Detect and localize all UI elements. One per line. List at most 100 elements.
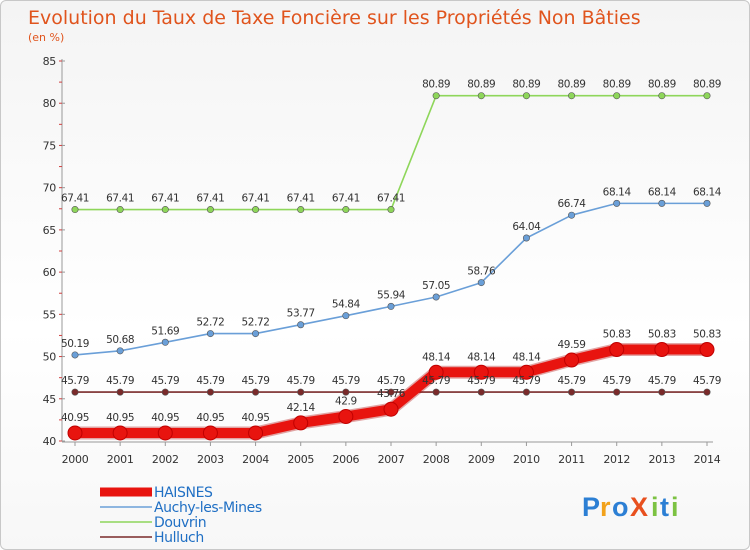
data-label: 45.79 (512, 375, 540, 387)
data-label: 40.95 (196, 412, 224, 424)
data-label: 45.79 (332, 375, 360, 387)
data-point (703, 92, 711, 100)
data-point (477, 279, 485, 287)
logo-letter-x: X (630, 492, 648, 522)
series-auchy-les-mines (71, 199, 711, 359)
data-label: 80.89 (422, 79, 450, 91)
data-label: 68.14 (648, 186, 677, 198)
data-point (522, 234, 530, 242)
data-point (206, 388, 214, 396)
data-point (342, 312, 350, 320)
x-tick-label: 2007 (378, 453, 405, 466)
y-tick-label: 45 (43, 393, 57, 406)
data-point (252, 330, 260, 338)
y-tick-label: 40 (43, 435, 57, 448)
data-label: 67.41 (287, 193, 315, 205)
data-point (522, 92, 530, 100)
data-label: 40.95 (151, 412, 179, 424)
data-label: 40.95 (106, 412, 134, 424)
data-point (473, 364, 489, 380)
data-label: 67.41 (151, 193, 179, 205)
data-label: 64.04 (512, 221, 541, 233)
data-point (252, 206, 260, 214)
logo-letter-p: P (582, 492, 600, 522)
data-label: 45.79 (242, 375, 270, 387)
data-point (609, 342, 625, 358)
data-point (112, 425, 128, 441)
logo-letter-r: r (600, 492, 611, 522)
data-label: 50.68 (106, 334, 134, 346)
data-point (568, 388, 576, 396)
y-tick-label: 75 (43, 139, 57, 152)
data-point (432, 92, 440, 100)
data-label: 80.89 (648, 79, 676, 91)
x-tick-label: 2001 (107, 453, 134, 466)
data-label: 80.89 (603, 79, 631, 91)
data-label: 80.89 (693, 79, 721, 91)
data-label: 45.79 (106, 375, 134, 387)
data-point (477, 388, 485, 396)
data-point (387, 206, 395, 214)
data-label: 45.79 (693, 375, 721, 387)
x-tick-label: 2002 (152, 453, 179, 466)
data-label: 45.79 (422, 375, 450, 387)
x-tick-label: 2005 (287, 453, 314, 466)
x-tick-label: 2010 (513, 453, 540, 466)
x-tick-label: 2004 (242, 453, 269, 466)
series-hulluch (71, 388, 711, 396)
x-tick-label: 2012 (603, 453, 630, 466)
data-point (202, 425, 218, 441)
y-tick-label: 60 (43, 266, 57, 279)
data-point (297, 206, 305, 214)
data-point (71, 206, 79, 214)
data-label: 45.79 (151, 375, 179, 387)
data-label: 50.83 (603, 329, 631, 341)
data-label: 50.83 (648, 329, 676, 341)
y-tick-label: 70 (43, 182, 57, 195)
data-point (703, 388, 711, 396)
x-tick-label: 2003 (197, 453, 224, 466)
data-point (342, 388, 350, 396)
data-point (297, 321, 305, 329)
data-label: 45.79 (61, 375, 89, 387)
data-point (613, 388, 621, 396)
data-point (293, 415, 309, 431)
x-tick-label: 2009 (468, 453, 495, 466)
x-tick-label: 2006 (332, 453, 359, 466)
series-layer (67, 92, 715, 441)
data-label: 57.05 (422, 280, 450, 292)
data-label: 45.79 (648, 375, 676, 387)
data-point (338, 409, 354, 425)
x-tick-label: 2011 (558, 453, 585, 466)
x-tick-label: 2013 (648, 453, 675, 466)
data-point (613, 199, 621, 207)
data-label: 50.83 (693, 329, 721, 341)
data-label: 80.89 (512, 79, 540, 91)
data-point (658, 92, 666, 100)
data-label: 67.41 (61, 193, 89, 205)
x-tick-label: 2014 (694, 453, 721, 466)
data-label: 67.41 (377, 193, 405, 205)
series-haisnes (67, 342, 715, 441)
y-tick-label: 50 (43, 351, 57, 364)
data-labels: 67.41 67.41 67.41 67.41 67.41 67.41 67.41 67.41… (61, 79, 722, 424)
data-label: 40.95 (242, 412, 270, 424)
data-label: 48.14 (467, 351, 496, 363)
data-point (116, 388, 124, 396)
data-point (568, 92, 576, 100)
data-point (658, 199, 666, 207)
data-label: 45.79 (467, 375, 495, 387)
data-point (613, 92, 621, 100)
data-label: 45.79 (558, 375, 586, 387)
data-point (206, 330, 214, 338)
data-label: 50.19 (61, 338, 89, 350)
axes: 40 45 50 55 60 65 70 75 80 85 2000 2001 2002 2003 2004… (43, 55, 721, 466)
data-point (432, 388, 440, 396)
data-label: 53.77 (287, 308, 315, 320)
data-label: 55.94 (377, 289, 406, 301)
data-label: 80.89 (467, 79, 495, 91)
legend-label: Auchy-les-Mines (154, 500, 262, 516)
data-point (161, 338, 169, 346)
